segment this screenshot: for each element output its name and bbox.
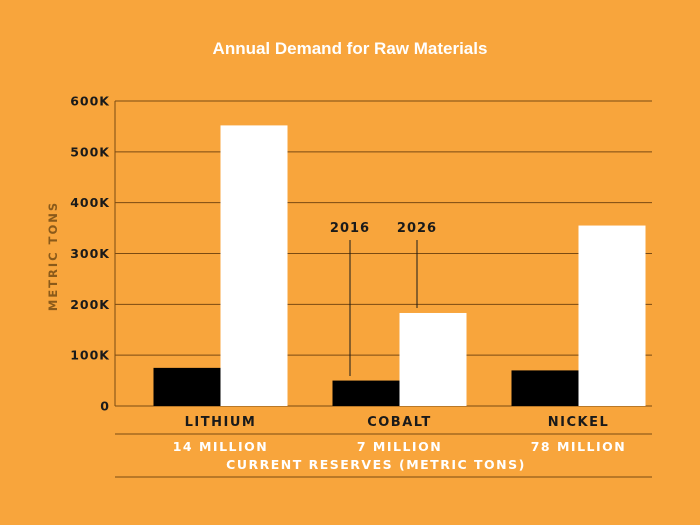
- series-label-2026: 2026: [397, 221, 437, 236]
- chart-title: Annual Demand for Raw Materials: [213, 39, 488, 58]
- category-label: COBALT: [367, 415, 432, 430]
- series-label-2016: 2016: [330, 221, 370, 236]
- reserves-caption: CURRENT RESERVES (METRIC TONS): [226, 457, 526, 472]
- reserve-value: 7 MILLION: [357, 439, 442, 454]
- bar-nickel-2026: [578, 225, 646, 406]
- category-label: LITHIUM: [185, 415, 257, 430]
- y-tick-label: 300K: [70, 246, 110, 261]
- bar-nickel-2016: [511, 370, 579, 406]
- category-label: NICKEL: [548, 415, 610, 430]
- category-labels: LITHIUM COBALT NICKEL: [185, 415, 610, 430]
- y-tick-label: 200K: [70, 297, 110, 312]
- y-tick-label: 400K: [70, 195, 110, 210]
- series-annotations: 2016 2026: [330, 221, 437, 376]
- bars: [153, 125, 646, 407]
- bar-cobalt-2026: [399, 312, 467, 406]
- gridlines: [114, 100, 652, 407]
- y-tick-labels: 0 100K 200K 300K 400K 500K 600K: [70, 94, 110, 414]
- reserve-labels: 14 MILLION 7 MILLION 78 MILLION: [173, 439, 627, 454]
- reserve-value: 78 MILLION: [531, 439, 627, 454]
- reserve-value: 14 MILLION: [173, 439, 269, 454]
- y-tick-label: 500K: [70, 144, 110, 159]
- y-tick-label: 0: [100, 399, 110, 414]
- bar-lithium-2016: [153, 367, 221, 406]
- y-tick-label: 100K: [70, 348, 110, 363]
- bar-lithium-2026: [220, 125, 288, 407]
- bar-cobalt-2016: [332, 380, 400, 406]
- y-axis-label: METRIC TONS: [46, 201, 60, 311]
- y-tick-label: 600K: [70, 94, 110, 109]
